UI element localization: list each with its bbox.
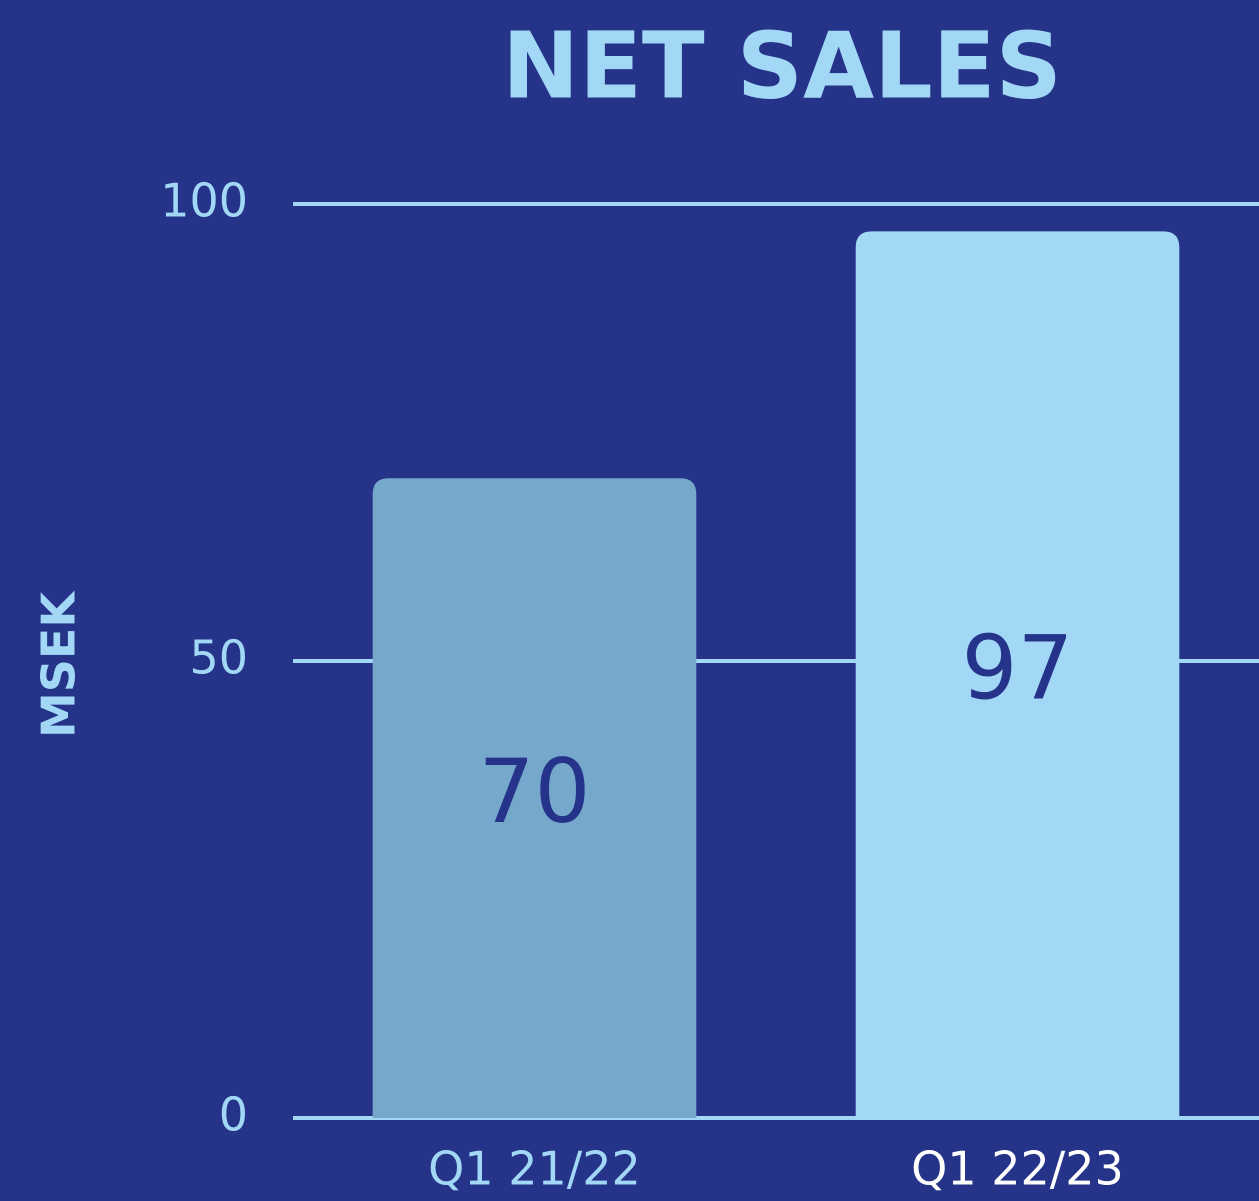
y-tick-label: 50 xyxy=(189,631,248,685)
x-tick-label: Q1 21/22 xyxy=(428,1142,641,1196)
bar xyxy=(855,231,1180,1119)
y-tick-label: 100 xyxy=(160,174,248,228)
x-tick-label: Q1 22/23 xyxy=(911,1142,1124,1196)
data-label: 70 xyxy=(479,740,591,843)
y-tick-label: 0 xyxy=(219,1088,248,1142)
chart-title: NET SALES xyxy=(502,12,1062,119)
data-label: 97 xyxy=(962,617,1074,720)
y-axis-label: MSEK xyxy=(32,590,86,738)
bar xyxy=(372,478,697,1118)
